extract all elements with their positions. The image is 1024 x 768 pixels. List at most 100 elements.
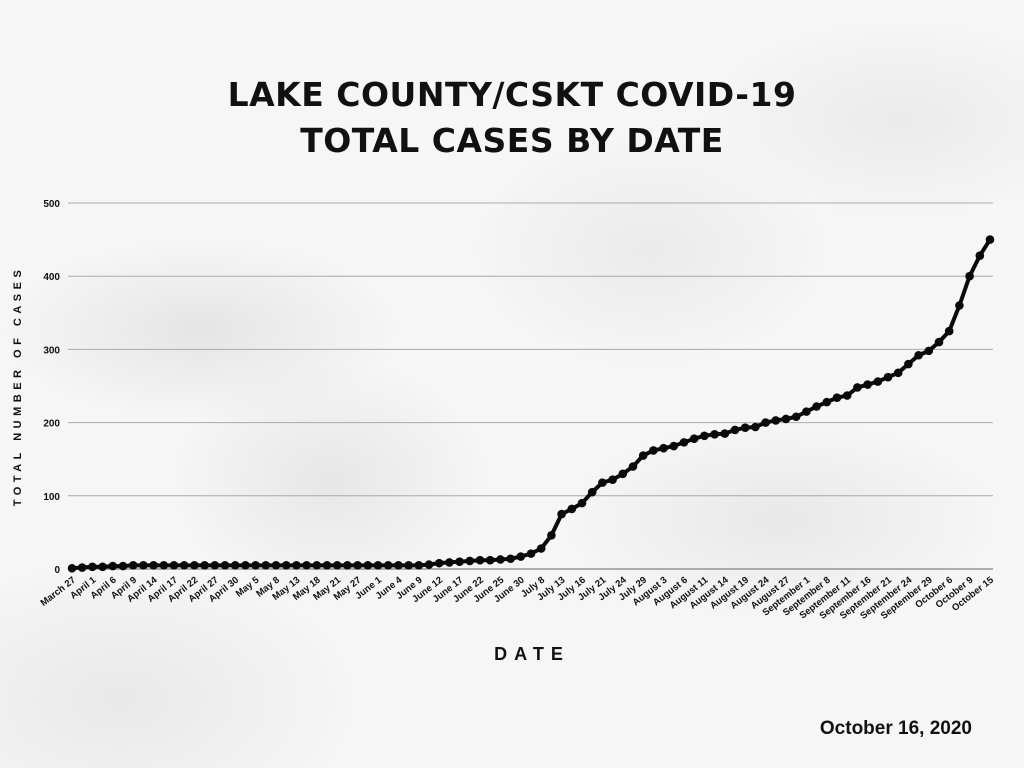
data-point — [383, 561, 393, 570]
data-point — [98, 562, 107, 572]
data-point — [985, 235, 995, 244]
data-point — [414, 561, 424, 570]
data-point — [618, 469, 628, 479]
data-point — [689, 434, 699, 444]
data-point — [128, 561, 138, 570]
y-tick-label: 100 — [43, 492, 60, 503]
data-point — [394, 561, 403, 570]
data-point — [608, 475, 617, 484]
data-point — [281, 561, 291, 570]
data-point — [88, 562, 97, 572]
chart-title: LAKE COUNTY/CSKT COVID-19 TOTAL CASES BY… — [0, 72, 1024, 164]
data-point — [526, 549, 536, 558]
data-point — [353, 561, 362, 570]
data-point — [200, 561, 209, 570]
data-point — [761, 418, 770, 427]
data-point — [169, 561, 179, 570]
data-point — [679, 438, 689, 447]
data-point — [730, 425, 740, 435]
series-line — [71, 238, 992, 571]
data-point — [506, 554, 515, 564]
data-point — [638, 451, 648, 460]
data-point — [516, 552, 526, 561]
data-point — [669, 441, 679, 451]
data-point — [373, 561, 383, 570]
data-point — [485, 555, 495, 565]
data-point — [904, 359, 913, 369]
data-point — [924, 346, 934, 356]
x-axis-label: DATE — [494, 644, 570, 664]
data-point — [302, 561, 311, 570]
data-point — [659, 443, 668, 453]
chart-title-line-2: TOTAL CASES BY DATE — [300, 121, 724, 160]
y-tick-label: 300 — [43, 345, 60, 356]
data-point — [536, 544, 546, 553]
data-point — [740, 423, 750, 433]
data-point — [771, 416, 781, 425]
data-point — [230, 561, 240, 570]
data-point — [496, 555, 505, 564]
data-point — [720, 429, 730, 438]
data-point — [322, 561, 332, 570]
data-point — [710, 430, 719, 439]
data-point — [567, 504, 577, 514]
data-point — [241, 561, 250, 570]
data-point — [210, 561, 220, 570]
data-point — [914, 350, 923, 360]
data-point — [149, 561, 158, 570]
data-point — [445, 558, 454, 567]
data-point — [893, 368, 903, 378]
data-point — [465, 556, 475, 566]
report-date: October 16, 2020 — [819, 718, 972, 739]
data-point — [179, 561, 189, 570]
data-point — [363, 561, 373, 570]
data-point — [751, 422, 760, 432]
data-point — [853, 383, 862, 392]
data-point — [812, 402, 821, 411]
data-point — [139, 561, 148, 570]
y-tick-label: 200 — [43, 419, 60, 430]
data-point — [842, 391, 852, 400]
data-point — [628, 462, 638, 471]
data-point — [424, 560, 434, 569]
data-point — [271, 561, 281, 570]
data-point — [883, 372, 893, 382]
data-point — [332, 561, 342, 570]
data-point — [955, 301, 964, 310]
data-point — [261, 561, 271, 570]
y-tick-label: 0 — [54, 565, 60, 576]
data-point — [832, 393, 842, 403]
data-point — [557, 509, 566, 519]
data-point — [649, 446, 658, 455]
data-point — [587, 487, 597, 497]
data-point — [343, 561, 352, 570]
data-point — [475, 555, 485, 565]
data-point — [781, 414, 791, 424]
y-tick-label: 400 — [43, 272, 60, 283]
data-point — [934, 337, 944, 347]
data-point — [975, 251, 985, 261]
data-point — [873, 377, 883, 386]
data-point — [863, 380, 872, 389]
data-point — [455, 557, 464, 566]
data-point — [67, 563, 77, 573]
data-point — [118, 561, 128, 571]
y-tick-label: 500 — [43, 199, 60, 210]
data-point — [791, 412, 801, 422]
data-point — [220, 561, 230, 570]
data-point — [77, 563, 87, 572]
data-point — [190, 561, 199, 570]
data-point — [598, 478, 607, 487]
data-point — [312, 561, 322, 570]
chart-title-line-1: LAKE COUNTY/CSKT COVID-19 — [227, 75, 797, 114]
data-point — [944, 326, 954, 336]
data-point — [434, 558, 444, 568]
data-point — [547, 531, 556, 540]
data-point — [404, 561, 413, 570]
data-point — [822, 397, 832, 407]
data-point — [700, 431, 709, 441]
data-point — [159, 561, 169, 570]
data-point — [292, 561, 301, 570]
data-point — [965, 271, 974, 281]
data-point — [108, 561, 118, 571]
